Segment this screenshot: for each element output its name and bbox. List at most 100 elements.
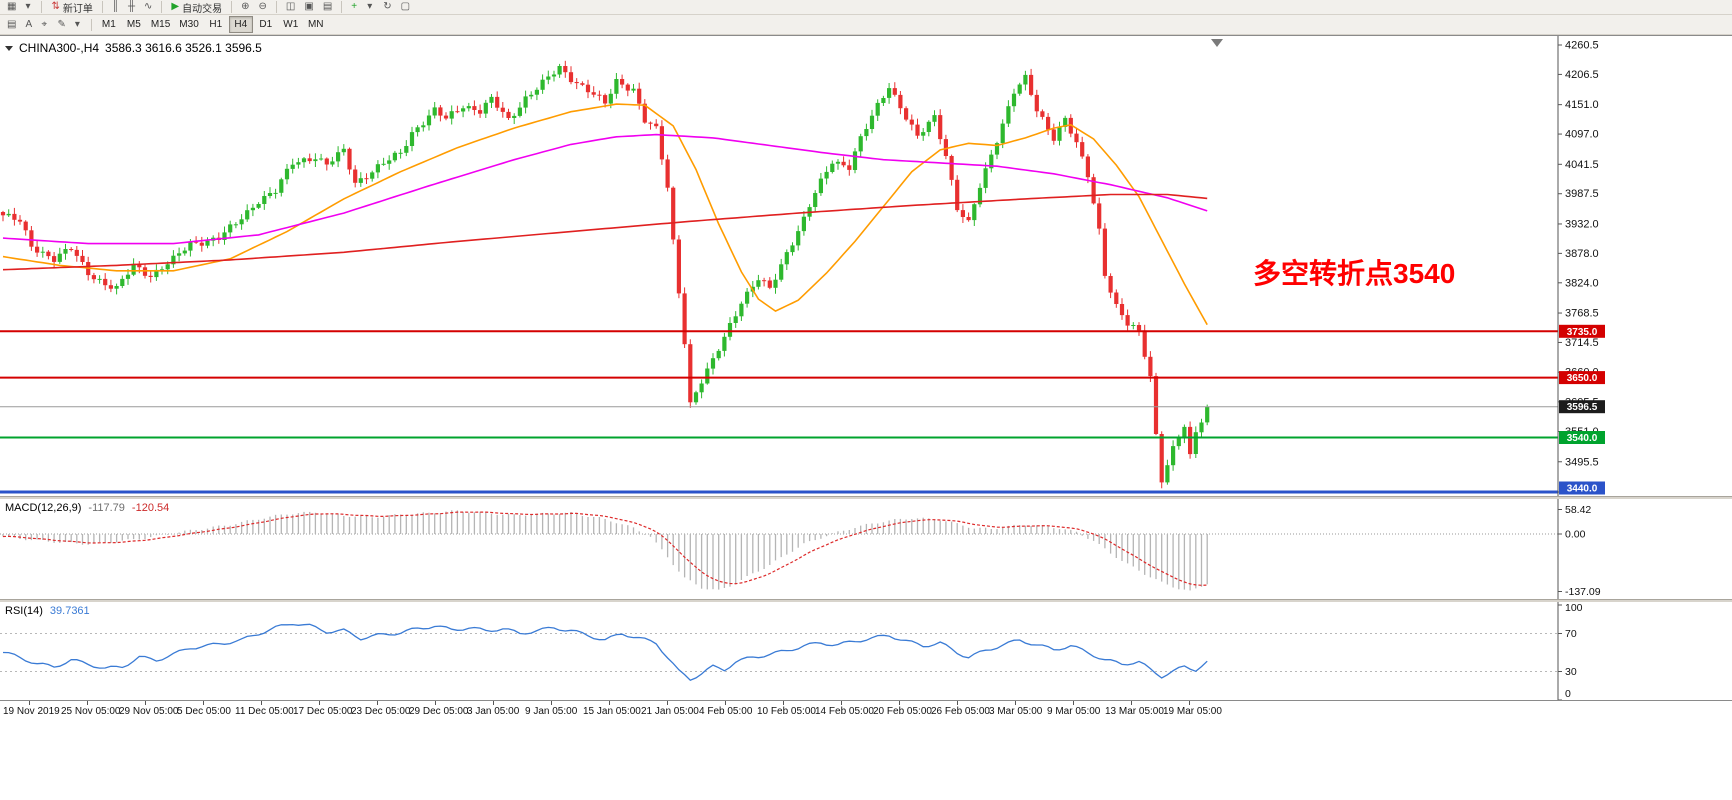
toolbar-standard: ▦ ▾ ⇅ 新订单 ║ ╫ ∿ ▶ 自动交易 ⊕ ⊖ ◫ ▣ ▤ + ▾ ↻ ▢ xyxy=(0,0,1732,15)
price-tick-label: 3714.5 xyxy=(1565,337,1599,349)
time-tick xyxy=(841,701,842,705)
time-label: 15 Jan 05:00 xyxy=(583,706,641,717)
new-order-icon: ⇅ xyxy=(51,1,60,12)
toolbar-separator xyxy=(341,1,343,13)
timeframe-d1[interactable]: D1 xyxy=(254,16,278,33)
time-label: 23 Dec 05:00 xyxy=(351,706,411,717)
price-tick-label: 3987.5 xyxy=(1565,188,1599,200)
price-tick-label: 4260.5 xyxy=(1565,39,1599,51)
charts-list[interactable]: ▤ xyxy=(3,16,20,33)
cascade-windows-icon: ▣ xyxy=(304,1,314,12)
rsi-panel: 100 70 30 0 RSI(14) 39.7361 xyxy=(0,602,1732,700)
time-tick xyxy=(435,701,436,705)
add-indicator[interactable]: + xyxy=(347,0,362,14)
time-label: 13 Mar 05:00 xyxy=(1105,706,1164,717)
rsi-canvas[interactable]: 100 70 30 0 xyxy=(0,602,1732,700)
timeframe-w1[interactable]: W1 xyxy=(279,16,303,33)
candles-layer xyxy=(0,60,1210,489)
macd-canvas[interactable]: 58.42 0.00 -137.09 xyxy=(0,499,1732,599)
zoom-in[interactable]: ⊕ xyxy=(237,0,253,14)
draw-tool-icon: ✎ xyxy=(57,18,66,30)
time-axis[interactable]: 19 Nov 2019 25 Nov 05:00 29 Nov 05:00 5 Dec… xyxy=(0,700,1732,720)
support-line-3440-badge-label: 3440.0 xyxy=(1567,484,1598,495)
line-chart-mode[interactable]: ∿ xyxy=(140,0,156,14)
macd-tick-label: 0.00 xyxy=(1565,529,1586,541)
arrange-windows[interactable]: ▤ xyxy=(319,0,336,14)
time-tick xyxy=(319,701,320,705)
timeframe-mn[interactable]: MN xyxy=(304,16,328,33)
time-tick xyxy=(493,701,494,705)
indicator-dropdown[interactable]: ▾ xyxy=(363,0,378,14)
refresh[interactable]: ↻ xyxy=(379,0,395,14)
panel-splitter-rsi[interactable] xyxy=(0,599,1732,602)
toolbar-separator xyxy=(101,1,103,13)
new-chart[interactable]: ▦ xyxy=(3,0,20,14)
chart-menu-icon[interactable] xyxy=(5,45,13,51)
time-label: 3 Jan 05:00 xyxy=(467,706,520,717)
rsi-tick-label: 30 xyxy=(1565,666,1577,678)
candlestick-mode[interactable]: ╫ xyxy=(124,0,139,14)
zoom-in-icon: ⊕ xyxy=(241,1,250,12)
time-tick xyxy=(1015,701,1016,705)
timeframe-m30[interactable]: M30 xyxy=(175,16,202,33)
price-tick-label: 3932.0 xyxy=(1565,218,1599,230)
tile-windows-icon: ◫ xyxy=(285,1,296,12)
time-tick xyxy=(29,701,30,705)
price-tick-label: 3878.0 xyxy=(1565,248,1599,260)
crosshair-tool[interactable]: ⌖ xyxy=(37,16,52,33)
time-label: 14 Feb 05:00 xyxy=(815,706,874,717)
timeframe-h1[interactable]: H1 xyxy=(204,16,228,33)
chart-shift-marker[interactable] xyxy=(1211,39,1223,47)
stop[interactable]: ▢ xyxy=(397,0,414,14)
resistance-line-3650-badge-label: 3650.0 xyxy=(1567,373,1598,384)
time-tick xyxy=(1131,701,1132,705)
zoom-out[interactable]: ⊖ xyxy=(255,0,271,14)
macd-signal-line xyxy=(2,511,1208,586)
ma-fast-orange-line xyxy=(2,103,1208,326)
new-order[interactable]: ⇅ 新订单 xyxy=(47,0,96,15)
bar-chart-mode[interactable]: ║ xyxy=(108,0,123,14)
timeframe-m15[interactable]: M15 xyxy=(147,16,174,33)
text-label-tool-icon: A xyxy=(25,18,33,30)
refresh-icon: ↻ xyxy=(383,1,392,12)
timeframe-h4[interactable]: H4 xyxy=(228,16,253,33)
time-label: 9 Jan 05:00 xyxy=(525,706,578,717)
time-tick xyxy=(377,701,378,705)
price-axis[interactable]: 4260.5 4206.5 4151.0 4097.0 4041.5 3987.5 3932… xyxy=(1557,36,1599,496)
ma-mid-magenta-line xyxy=(2,133,1208,245)
cascade-windows[interactable]: ▣ xyxy=(300,0,317,14)
new-order-label: 新订单 xyxy=(62,3,93,15)
price-tick-label: 4041.5 xyxy=(1565,159,1599,171)
text-label-tool[interactable]: A xyxy=(21,16,36,33)
timeframe-m1[interactable]: M1 xyxy=(97,16,121,33)
rsi-tick-label: 100 xyxy=(1565,602,1583,614)
time-label: 29 Nov 05:00 xyxy=(119,706,179,717)
indicator-dropdown-icon: ▾ xyxy=(367,1,373,12)
toolbar-separator xyxy=(161,1,163,13)
time-label: 3 Mar 05:00 xyxy=(989,706,1043,717)
main-chart-canvas[interactable]: 4260.5 4206.5 4151.0 4097.0 4041.5 3987.5 3932… xyxy=(0,36,1732,496)
new-chart-dropdown[interactable]: ▾ xyxy=(21,0,36,14)
tile-windows[interactable]: ◫ xyxy=(282,0,299,14)
new-chart-dropdown-icon: ▾ xyxy=(25,1,31,12)
time-label: 11 Dec 05:00 xyxy=(235,706,294,717)
rsi-tick-label: 70 xyxy=(1565,628,1577,640)
panel-splitter-macd[interactable] xyxy=(0,496,1732,499)
autotrading[interactable]: ▶ 自动交易 xyxy=(167,0,226,15)
time-label: 17 Dec 05:00 xyxy=(293,706,353,717)
resistance-line-3735-badge xyxy=(1559,324,1605,338)
price-tick-label: 3768.5 xyxy=(1565,308,1599,320)
macd-tick-label: 58.42 xyxy=(1565,504,1591,516)
draw-dropdown[interactable]: ▾ xyxy=(71,16,86,33)
time-tick xyxy=(261,701,262,705)
time-tick xyxy=(725,701,726,705)
time-tick xyxy=(87,701,88,705)
time-label: 20 Feb 05:00 xyxy=(873,706,932,717)
draw-tool[interactable]: ✎ xyxy=(53,16,69,33)
macd-panel: 58.42 0.00 -137.09 MACD(12,26,9) -117.79 -… xyxy=(0,499,1732,599)
autotrading-label: 自动交易 xyxy=(182,3,223,15)
timeframe-m5[interactable]: M5 xyxy=(122,16,146,33)
new-chart-icon: ▦ xyxy=(7,1,17,12)
zoom-out-icon: ⊖ xyxy=(258,1,267,12)
price-tick-label: 4097.0 xyxy=(1565,129,1599,141)
